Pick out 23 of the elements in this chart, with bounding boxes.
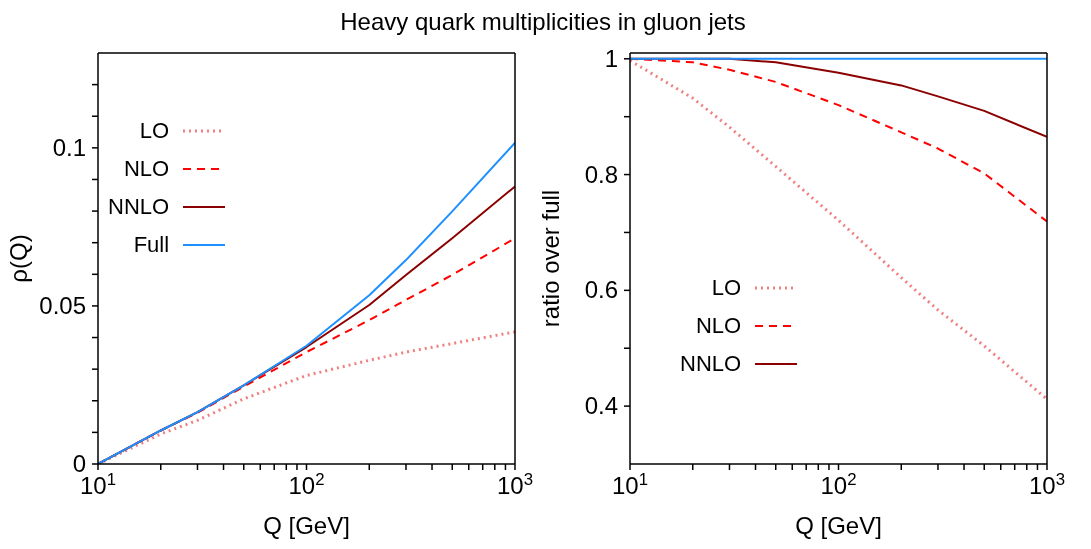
legend-label: LO [139,118,170,144]
x-axis-title: Q [GeV] [263,512,350,539]
legend-label: LO [711,275,742,301]
chart-title: Heavy quark multiplicities in gluon jets [339,8,747,37]
y-tick-label: 0.05 [39,291,86,319]
y-tick-label: 0.1 [52,133,86,161]
legend-label: NNLO [108,194,170,220]
x-tick-label: 10$^{2}$ [288,469,325,499]
x-tick-label: 10$^{3}$ [1028,469,1066,499]
y-tick-label: 0.8 [584,160,618,188]
legend-label: NLO [123,156,170,182]
y-tick-label: 0.6 [584,276,618,304]
y-tick-label: 0.4 [584,392,618,420]
x-tick-label: 10$^{1}$ [611,469,649,499]
legend-label: NNLO [680,351,742,377]
x-axis-title: Q [GeV] [795,512,882,539]
x-tick-label: 10$^{2}$ [820,469,857,499]
y-axis-title: ratio over full [536,189,564,328]
x-tick-label: 10$^{3}$ [496,469,534,499]
y-axis-title: ρ(Q) [4,234,32,283]
y-tick-label: 1 [604,44,618,72]
legend-label: NLO [695,313,742,339]
legend-label: Full [133,232,170,258]
